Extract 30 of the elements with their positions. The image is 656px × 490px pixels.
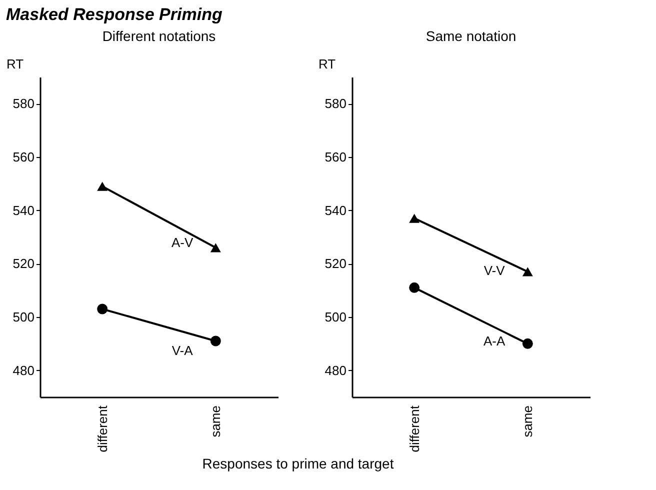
series-label: V-A xyxy=(172,343,194,358)
series-label: A-V xyxy=(171,235,194,250)
y-tick-label: 560 xyxy=(12,150,34,164)
point xyxy=(210,336,221,346)
chart-subtitle: Same notation xyxy=(426,28,516,44)
chart-title: Masked Response Priming xyxy=(6,5,223,24)
y-tick-label: 480 xyxy=(12,362,34,378)
y-tick-label: 580 xyxy=(324,96,346,112)
y-axis-title: RT xyxy=(6,56,24,72)
x-tick-label: different xyxy=(406,405,422,452)
y-tick-label: 500 xyxy=(12,310,34,324)
y-tick-label: 500 xyxy=(324,310,346,324)
series-label: A-A xyxy=(483,334,506,349)
x-tick-label: same xyxy=(520,406,536,438)
x-tick-label: different xyxy=(94,405,110,452)
series-label: V-V xyxy=(484,263,506,278)
y-tick-label: 560 xyxy=(324,150,346,164)
point xyxy=(409,282,420,293)
y-tick-label: 540 xyxy=(324,202,346,218)
y-axis-title: RT xyxy=(318,56,336,72)
y-tick-label: 520 xyxy=(324,256,346,272)
chart-subtitle: Different notations xyxy=(102,28,216,44)
point xyxy=(522,338,533,349)
y-tick-label: 480 xyxy=(324,362,346,378)
x-axis-title: Responses to prime and target xyxy=(202,456,394,472)
y-tick-label: 540 xyxy=(12,202,34,218)
point xyxy=(97,304,108,314)
y-tick-label: 520 xyxy=(12,256,34,272)
y-tick-label: 580 xyxy=(12,96,34,112)
x-tick-label: same xyxy=(208,406,224,438)
